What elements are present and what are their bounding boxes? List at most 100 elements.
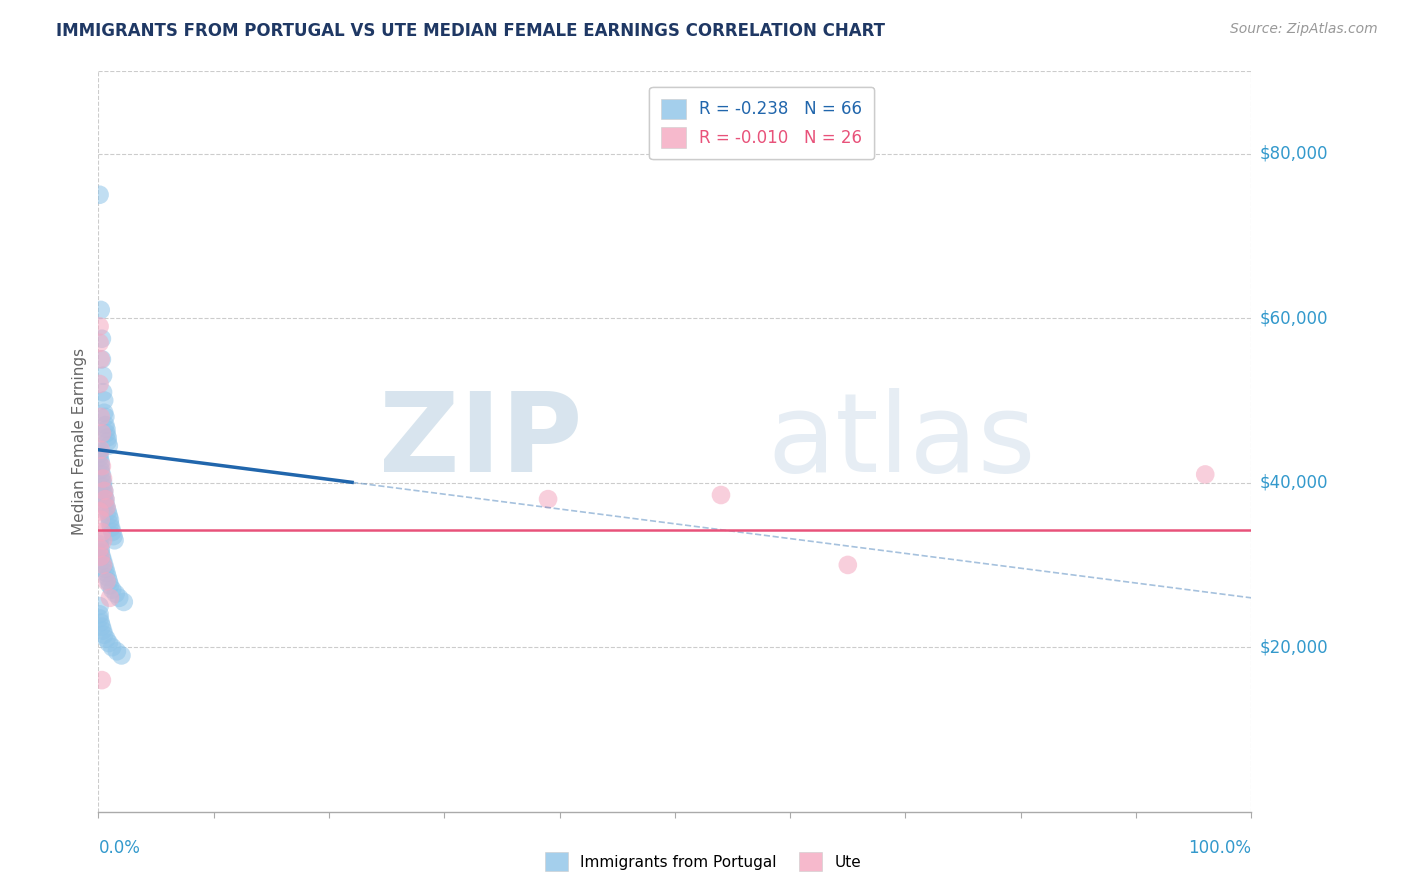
Point xyxy=(90,302,112,317)
Point xyxy=(97,636,120,650)
Point xyxy=(97,430,120,444)
Point xyxy=(91,558,114,572)
Point xyxy=(90,615,112,630)
Text: Source: ZipAtlas.com: Source: ZipAtlas.com xyxy=(1230,22,1378,37)
Text: $40,000: $40,000 xyxy=(1260,474,1329,491)
Point xyxy=(94,562,117,576)
Point xyxy=(90,513,112,527)
Point xyxy=(96,632,118,646)
Point xyxy=(90,409,112,424)
Point xyxy=(98,591,121,605)
Point xyxy=(89,607,111,622)
Point xyxy=(98,513,121,527)
Point xyxy=(91,480,114,494)
Point xyxy=(89,537,111,551)
Point xyxy=(89,450,111,465)
Point xyxy=(94,492,117,507)
Point xyxy=(89,319,111,334)
Point xyxy=(97,508,120,523)
Point xyxy=(90,673,112,687)
Point xyxy=(110,648,132,663)
Point xyxy=(91,385,114,400)
Point xyxy=(108,591,131,605)
Point xyxy=(90,459,112,474)
Point xyxy=(91,368,114,383)
Point xyxy=(97,434,120,449)
Point xyxy=(96,426,118,441)
Point xyxy=(90,549,112,564)
Point xyxy=(837,558,859,572)
Point xyxy=(90,459,112,474)
Point xyxy=(90,352,112,367)
Point xyxy=(94,409,117,424)
Point xyxy=(89,599,111,613)
Point xyxy=(90,471,112,485)
Point xyxy=(96,500,118,515)
Point xyxy=(91,554,114,568)
Point xyxy=(91,471,114,485)
Point xyxy=(104,587,127,601)
Point xyxy=(90,467,112,482)
Text: $60,000: $60,000 xyxy=(1260,310,1329,327)
Point xyxy=(98,578,121,592)
Point xyxy=(103,533,125,548)
Text: 100.0%: 100.0% xyxy=(1188,839,1251,857)
Point xyxy=(90,545,112,560)
Point xyxy=(89,611,111,625)
Point xyxy=(91,533,114,548)
Point xyxy=(90,442,112,457)
Point xyxy=(96,500,118,515)
Point xyxy=(90,549,112,564)
Point xyxy=(93,483,115,498)
Text: IMMIGRANTS FROM PORTUGAL VS UTE MEDIAN FEMALE EARNINGS CORRELATION CHART: IMMIGRANTS FROM PORTUGAL VS UTE MEDIAN F… xyxy=(56,22,886,40)
Point xyxy=(96,422,118,436)
Point xyxy=(89,187,111,202)
Point xyxy=(97,504,120,518)
Point xyxy=(89,504,111,518)
Point xyxy=(91,624,114,638)
Point xyxy=(103,529,125,543)
Point xyxy=(94,492,117,507)
Legend: R = -0.238   N = 66, R = -0.010   N = 26: R = -0.238 N = 66, R = -0.010 N = 26 xyxy=(650,87,875,160)
Point xyxy=(93,558,115,572)
Point xyxy=(97,439,120,453)
Point xyxy=(98,516,121,531)
Point xyxy=(94,496,117,510)
Point xyxy=(93,406,115,420)
Point xyxy=(97,574,120,589)
Point xyxy=(89,335,111,350)
Point xyxy=(90,619,112,633)
Point xyxy=(96,566,118,581)
Legend: Immigrants from Portugal, Ute: Immigrants from Portugal, Ute xyxy=(538,847,868,877)
Text: atlas: atlas xyxy=(768,388,1036,495)
Point xyxy=(112,595,135,609)
Point xyxy=(90,352,112,367)
Point xyxy=(100,521,122,535)
Point xyxy=(101,640,124,655)
Point xyxy=(89,442,111,457)
Point xyxy=(93,483,115,498)
Y-axis label: Median Female Earnings: Median Female Earnings xyxy=(72,348,87,535)
Point xyxy=(90,455,112,469)
Point xyxy=(537,492,560,507)
Point xyxy=(90,541,112,556)
Point xyxy=(1194,467,1216,482)
Point xyxy=(105,644,128,658)
Point xyxy=(96,574,118,589)
Text: 0.0%: 0.0% xyxy=(98,839,141,857)
Point xyxy=(90,426,112,441)
Point xyxy=(90,524,112,539)
Point xyxy=(93,488,115,502)
Text: $80,000: $80,000 xyxy=(1260,145,1329,162)
Text: $20,000: $20,000 xyxy=(1260,638,1329,657)
Point xyxy=(101,582,124,597)
Point xyxy=(93,628,115,642)
Point xyxy=(89,533,111,548)
Point xyxy=(91,475,114,490)
Point xyxy=(101,524,124,539)
Point xyxy=(94,418,117,433)
Point xyxy=(90,332,112,346)
Point xyxy=(90,463,112,477)
Point xyxy=(89,541,111,556)
Point xyxy=(93,393,115,408)
